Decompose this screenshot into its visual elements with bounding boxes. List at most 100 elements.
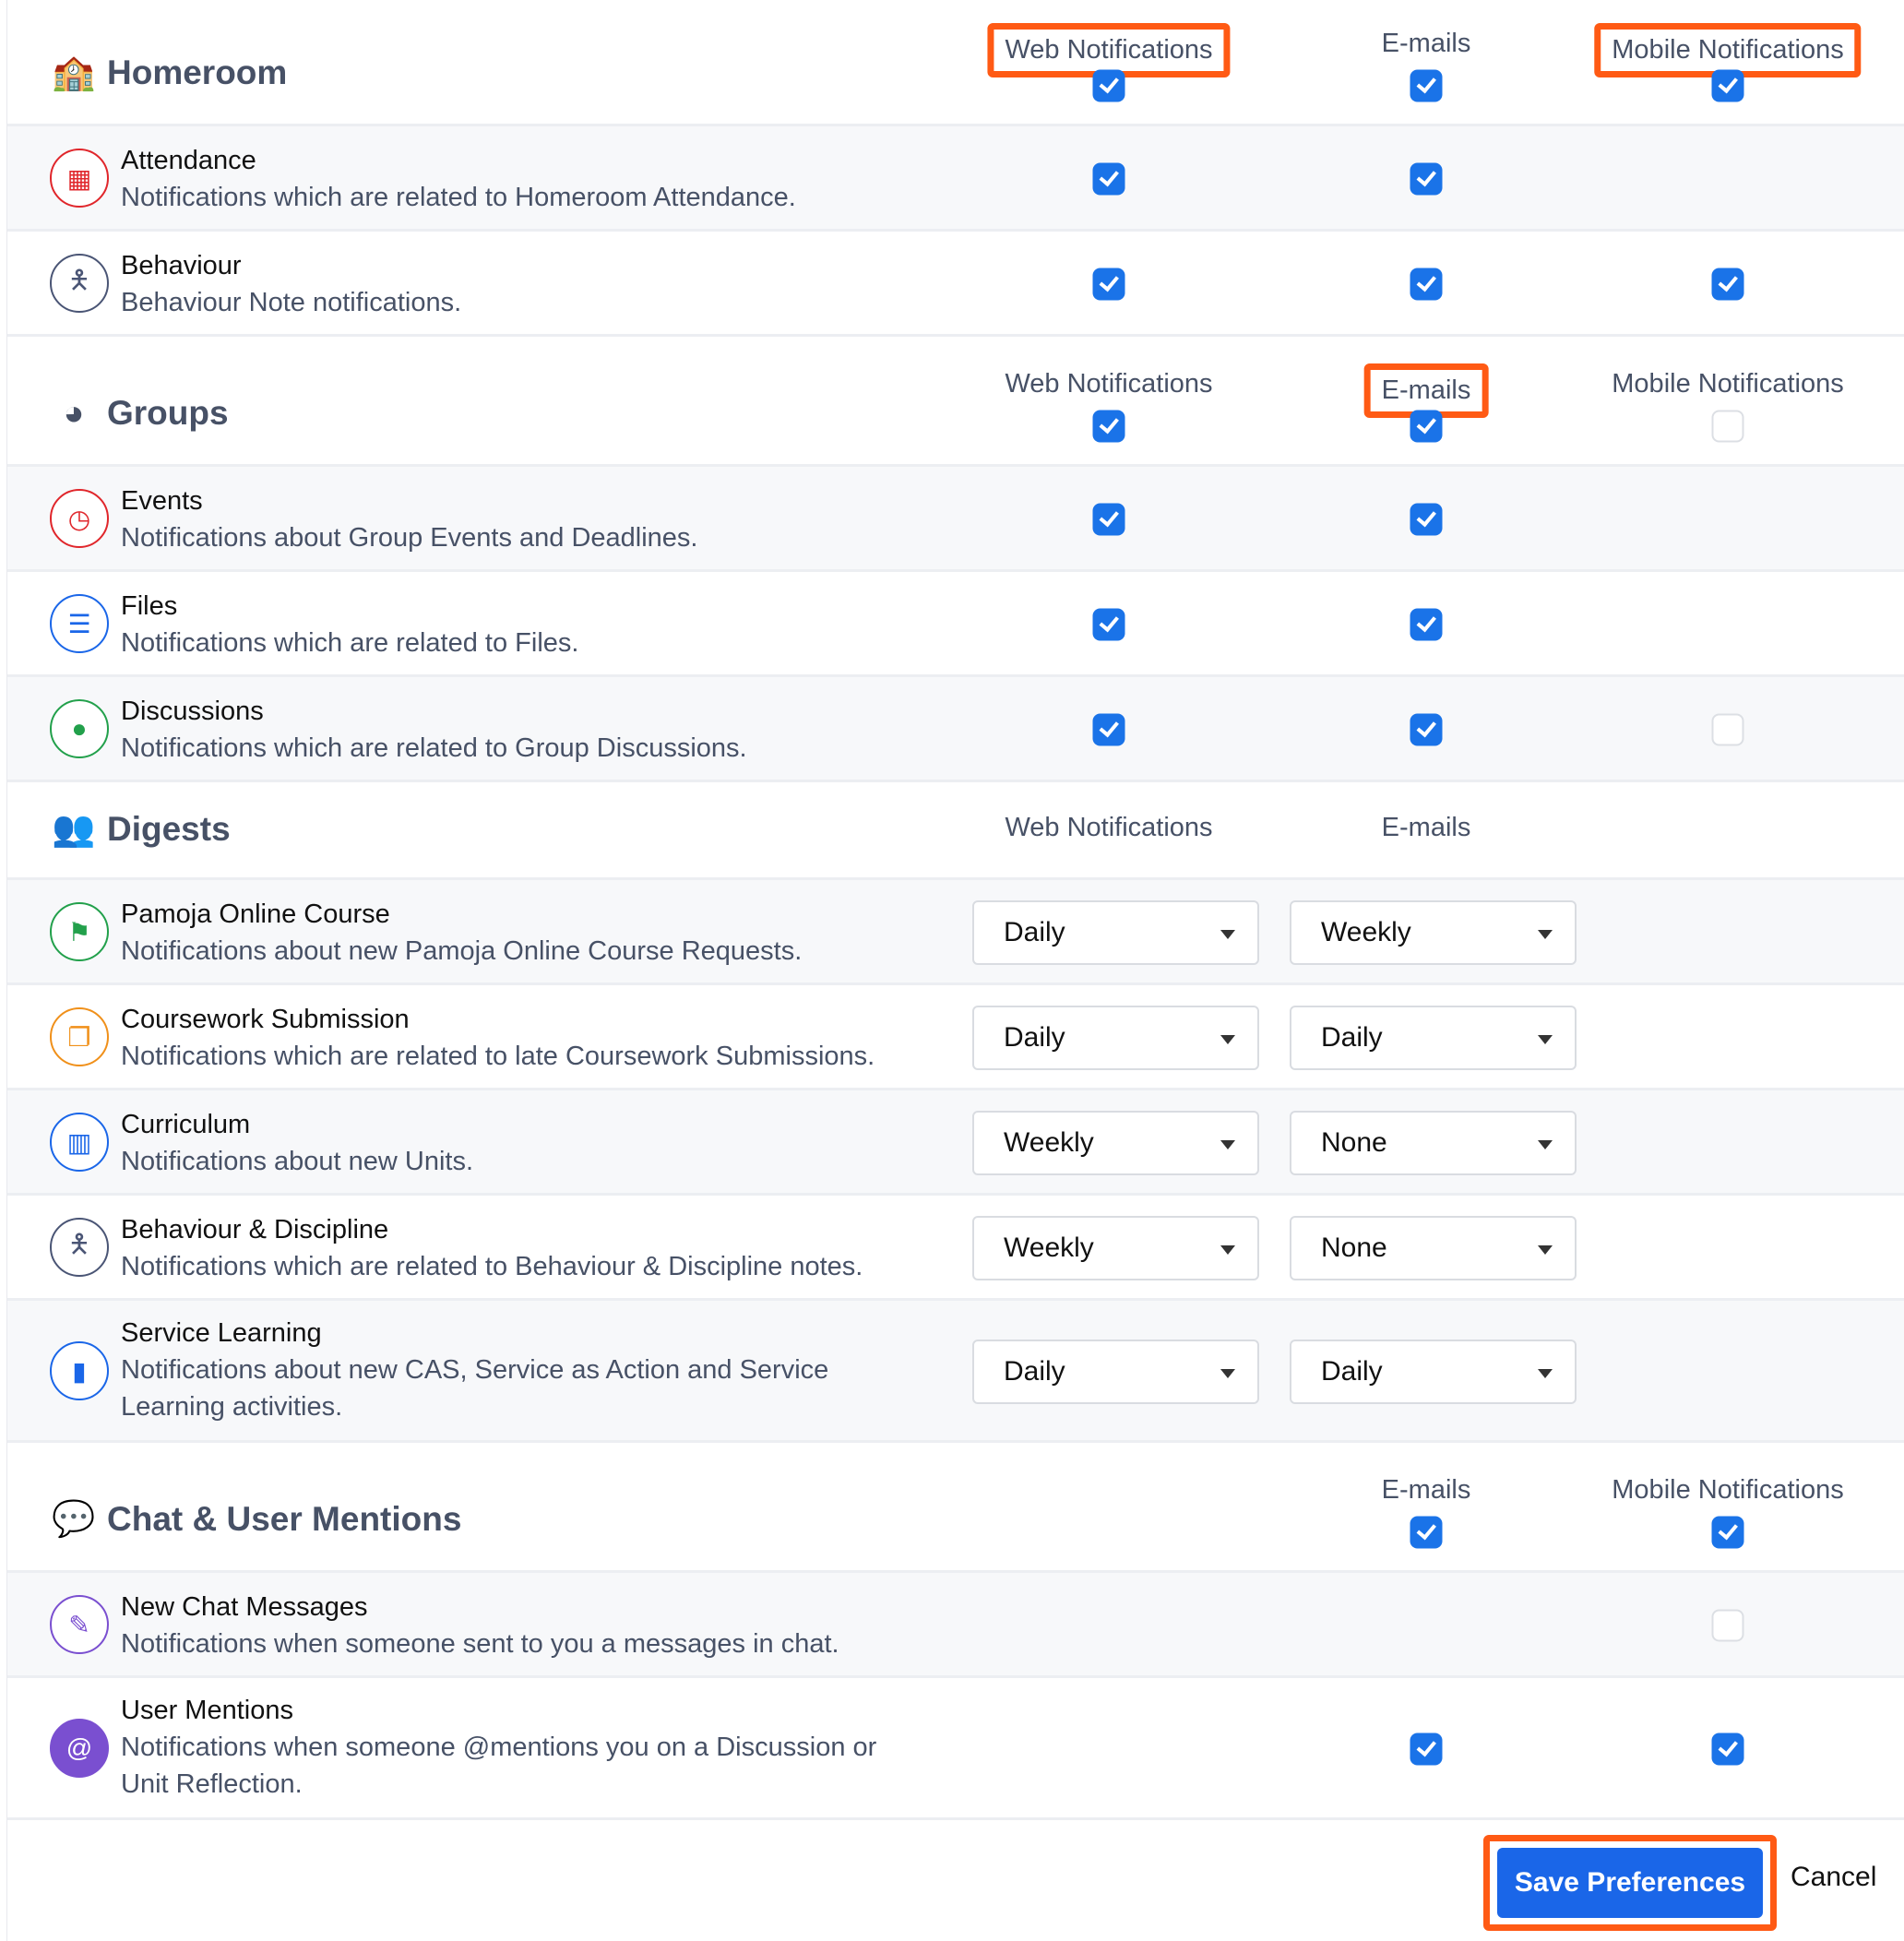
chat-bubbles-icon: ● [50,699,109,758]
notification-preferences: 🏫 Homeroom Web Notifications E-mails Mobile … [6,0,1904,1941]
item-description: Notifications about new Pamoja Online Co… [121,936,803,966]
item-title: Curriculum [121,1110,251,1139]
row-text: Behaviour & Discipline Notifications whic… [121,1211,914,1285]
caret-down-icon [1220,1035,1235,1044]
web-frequency-dropdown[interactable]: Weekly [972,1216,1259,1280]
row-text: Behaviour Behaviour Note notifications. [121,247,914,321]
dropdown-value: None [1321,1232,1387,1263]
edit-icon: ✎ [50,1595,109,1654]
web-frequency-dropdown[interactable]: Weekly [972,1111,1259,1175]
item-description: Notifications when someone sent to you a… [121,1629,839,1659]
row-coursework-submission: ❐ Coursework Submission Notifications whic… [7,985,1904,1090]
item-title: Service Learning [121,1318,322,1348]
chat-logo-icon: 💬 [52,1500,96,1539]
select-all-mobile-checkbox[interactable] [1711,69,1744,102]
row-pamoja-online-course: ⚑ Pamoja Online Course Notifications about… [7,880,1904,985]
web-frequency-dropdown[interactable]: Daily [972,1340,1259,1404]
web-checkbox[interactable] [1092,503,1125,536]
web-checkbox[interactable] [1092,713,1125,746]
service-chart-icon: ▮ [50,1341,109,1400]
item-title: Attendance [121,146,256,175]
dropdown-value: Weekly [1004,1127,1094,1158]
dropdown-value: None [1321,1127,1387,1158]
column-label-email: E-mails [1381,29,1471,58]
section-header-groups: ◕ Groups Web Notifications E-mails Mobile No… [7,337,1904,467]
caret-down-icon [1220,1245,1235,1255]
section-title: 👥 Digests [52,807,230,851]
select-all-mobile-checkbox[interactable] [1711,1516,1744,1549]
email-frequency-dropdown[interactable]: Weekly [1290,900,1577,965]
select-all-web-checkbox[interactable] [1092,410,1125,443]
file-cabinet-icon: ☰ [50,594,109,653]
item-title: Events [121,486,203,516]
row-text: Events Notifications about Group Events a… [121,482,914,556]
email-checkbox[interactable] [1410,268,1443,301]
item-description: Notifications which are related to Behav… [121,1252,863,1281]
row-files: ☰ Files Notifications which are related to… [7,572,1904,677]
row-user-mentions: @ User Mentions Notifications when someone… [7,1678,1904,1820]
item-description: Notifications when someone @mentions you… [121,1733,877,1799]
section-title: ◕ Groups [52,391,229,435]
email-checkbox[interactable] [1410,162,1443,196]
mobile-checkbox[interactable] [1711,268,1744,301]
item-description: Behaviour Note notifications. [121,288,462,317]
row-service-learning: ▮ Service Learning Notifications about new… [7,1301,1904,1443]
email-frequency-dropdown[interactable]: None [1290,1216,1577,1280]
email-frequency-dropdown[interactable]: Daily [1290,1006,1577,1070]
select-all-email-checkbox[interactable] [1410,1516,1443,1549]
row-text: New Chat Messages Notifications when some… [121,1589,914,1662]
person-icon: 🯅 [50,1218,109,1277]
row-text: Curriculum Notifications about new Units. [121,1106,914,1180]
item-description: Notifications which are related to late … [121,1042,875,1071]
web-checkbox[interactable] [1092,268,1125,301]
item-description: Notifications about new Units. [121,1147,474,1176]
section-header-homeroom: 🏫 Homeroom Web Notifications E-mails Mobile … [7,0,1904,126]
row-discussions: ● Discussions Notifications which are rela… [7,677,1904,782]
mobile-checkbox[interactable] [1711,1609,1744,1642]
email-checkbox[interactable] [1410,503,1443,536]
select-all-web-checkbox[interactable] [1092,69,1125,102]
web-frequency-dropdown[interactable]: Daily [972,1006,1259,1070]
caret-down-icon [1220,930,1235,939]
caret-down-icon [1220,1140,1235,1149]
mobile-checkbox[interactable] [1711,1733,1744,1766]
item-title: New Chat Messages [121,1592,368,1622]
save-preferences-button[interactable]: Save Preferences [1497,1848,1763,1918]
caret-down-icon [1220,1369,1235,1378]
item-description: Notifications about Group Events and Dea… [121,523,698,553]
documents-icon: ❐ [50,1007,109,1066]
caret-down-icon [1538,930,1553,939]
dropdown-value: Daily [1321,1022,1383,1053]
person-icon: 🯅 [50,254,109,313]
select-all-email-checkbox[interactable] [1410,410,1443,443]
email-checkbox[interactable] [1410,713,1443,746]
web-frequency-dropdown[interactable]: Daily [972,900,1259,965]
item-description: Notifications about new CAS, Service as … [121,1355,829,1422]
section-title: 💬 Chat & User Mentions [52,1497,461,1542]
dropdown-value: Daily [1321,1356,1383,1387]
select-all-mobile-checkbox[interactable] [1711,410,1744,443]
email-checkbox[interactable] [1410,1733,1443,1766]
web-checkbox[interactable] [1092,162,1125,196]
select-all-email-checkbox[interactable] [1410,69,1443,102]
school-building-icon: 🏫 [52,54,96,92]
email-checkbox[interactable] [1410,608,1443,641]
row-curriculum: ▥ Curriculum Notifications about new Units… [7,1090,1904,1196]
section-title-text: Groups [107,394,229,432]
cancel-link[interactable]: Cancel [1791,1862,1877,1892]
item-title: Coursework Submission [121,1005,410,1034]
row-text: Attendance Notifications which are relate… [121,142,914,216]
section-header-chat-user-mentions: 💬 Chat & User Mentions E-mails Mobile Notif… [7,1443,1904,1573]
column-label-mobile: Mobile Notifications [1612,1475,1844,1505]
row-text: Coursework Submission Notifications which… [121,1001,914,1075]
column-label-web: Web Notifications [1005,369,1213,399]
dropdown-value: Daily [1004,1356,1065,1387]
email-frequency-dropdown[interactable]: None [1290,1111,1577,1175]
caret-down-icon [1538,1369,1553,1378]
email-frequency-dropdown[interactable]: Daily [1290,1340,1577,1404]
column-label-email: E-mails [1381,1475,1471,1505]
mobile-checkbox[interactable] [1711,713,1744,746]
row-new-chat-messages: ✎ New Chat Messages Notifications when som… [7,1573,1904,1678]
footer: Save Preferences Cancel [7,1820,1904,1941]
web-checkbox[interactable] [1092,608,1125,641]
